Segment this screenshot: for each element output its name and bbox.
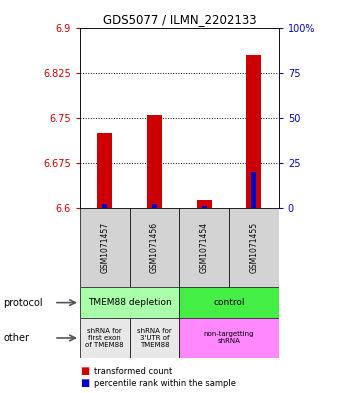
Bar bbox=[246, 55, 261, 208]
Bar bbox=[130, 318, 180, 358]
Text: control: control bbox=[213, 298, 245, 307]
Bar bbox=[152, 204, 157, 208]
Bar bbox=[229, 208, 279, 287]
Text: transformed count: transformed count bbox=[94, 367, 172, 376]
Text: GSM1071455: GSM1071455 bbox=[250, 222, 258, 273]
Bar bbox=[80, 318, 130, 358]
Bar bbox=[102, 204, 107, 208]
Bar bbox=[97, 133, 112, 208]
Text: non-targetting
shRNA: non-targetting shRNA bbox=[204, 331, 254, 345]
Bar bbox=[252, 172, 256, 208]
Text: ■: ■ bbox=[80, 378, 89, 388]
Bar bbox=[130, 208, 180, 287]
Bar bbox=[180, 318, 279, 358]
Text: TMEM88 depletion: TMEM88 depletion bbox=[88, 298, 171, 307]
Text: other: other bbox=[3, 333, 29, 343]
Bar bbox=[202, 206, 207, 208]
Text: GSM1071454: GSM1071454 bbox=[200, 222, 209, 273]
Text: GSM1071456: GSM1071456 bbox=[150, 222, 159, 273]
Title: GDS5077 / ILMN_2202133: GDS5077 / ILMN_2202133 bbox=[103, 13, 256, 26]
Text: GSM1071457: GSM1071457 bbox=[100, 222, 109, 273]
Bar bbox=[80, 287, 180, 318]
Bar bbox=[180, 208, 229, 287]
Text: ■: ■ bbox=[80, 366, 89, 376]
Text: shRNA for
3'UTR of
TMEM88: shRNA for 3'UTR of TMEM88 bbox=[137, 328, 172, 348]
Text: percentile rank within the sample: percentile rank within the sample bbox=[94, 379, 236, 387]
Bar bbox=[180, 287, 279, 318]
Bar bbox=[147, 115, 162, 208]
Bar bbox=[80, 208, 130, 287]
Bar bbox=[197, 200, 212, 208]
Text: protocol: protocol bbox=[3, 298, 43, 308]
Text: shRNA for
first exon
of TMEM88: shRNA for first exon of TMEM88 bbox=[85, 328, 124, 348]
